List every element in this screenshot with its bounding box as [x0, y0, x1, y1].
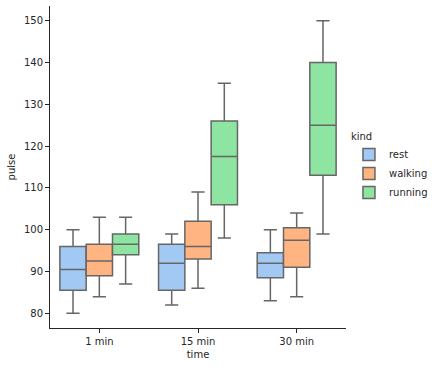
svg-text:pulse: pulse: [6, 154, 17, 181]
svg-text:30 min: 30 min: [279, 336, 314, 347]
svg-text:running: running: [389, 187, 428, 198]
svg-text:110: 110: [24, 182, 43, 193]
svg-text:time: time: [187, 349, 210, 360]
svg-text:130: 130: [24, 99, 43, 110]
svg-text:90: 90: [30, 266, 43, 277]
svg-text:100: 100: [24, 224, 43, 235]
svg-text:120: 120: [24, 141, 43, 152]
svg-text:15 min: 15 min: [181, 336, 216, 347]
svg-text:140: 140: [24, 57, 43, 68]
svg-text:rest: rest: [389, 149, 408, 160]
svg-text:80: 80: [30, 308, 43, 319]
svg-text:walking: walking: [389, 168, 427, 179]
svg-text:1 min: 1 min: [85, 336, 113, 347]
svg-text:150: 150: [24, 15, 43, 26]
svg-text:kind: kind: [351, 131, 372, 142]
